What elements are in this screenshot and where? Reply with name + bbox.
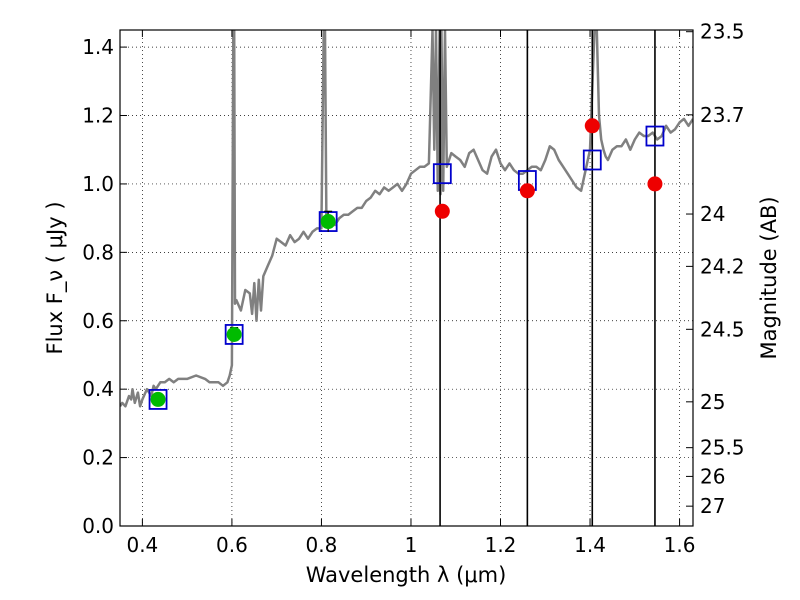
- magnitude-tick-label: 25.5: [700, 436, 745, 460]
- y-tick-label: 1.4: [82, 35, 114, 59]
- magnitude-tick-label: 26: [700, 464, 725, 488]
- magnitude-axis-label: Magnitude (AB): [757, 196, 781, 359]
- y-tick-label: 0.4: [82, 377, 114, 401]
- spectrum-line: [120, 30, 693, 408]
- observed-point-green: [150, 391, 166, 407]
- observed-point-green: [226, 326, 242, 342]
- y-tick-label: 1.2: [82, 104, 114, 128]
- magnitude-tick-label: 24.2: [700, 254, 745, 278]
- magnitude-tick-label: 24: [700, 202, 725, 226]
- x-axis-label: Wavelength λ (μm): [306, 563, 507, 587]
- y-axis-label: Flux F_ν ( μJy ): [43, 201, 68, 354]
- plot-frame: [119, 29, 694, 527]
- x-axis-ticks: 0.4 0.6 0.8 1 1.2 1.4 1.6: [126, 30, 695, 557]
- model-square-point: [582, 149, 602, 171]
- y-tick-label: 0.8: [82, 240, 114, 264]
- magnitude-tick-label: 23.7: [700, 103, 745, 127]
- vertical-markers: [439, 30, 656, 526]
- y-axis-ticks: 0.0 0.2 0.4 0.6 0.8 1.0 1.2 1.4: [82, 35, 127, 538]
- y-tick-label: 0.2: [82, 446, 114, 470]
- magnitude-axis-ticks: 23.5 23.7 24 24.2 24.5 25 25.5 26 27: [686, 20, 745, 518]
- observed-point-red: [584, 118, 600, 134]
- x-tick-label: 1.4: [574, 533, 606, 557]
- magnitude-tick-label: 23.5: [700, 20, 745, 44]
- model-spectrum: [120, 30, 693, 408]
- model-square-point: [645, 125, 665, 147]
- x-tick-label: 0.6: [216, 533, 248, 557]
- x-tick-label: 0.8: [306, 533, 338, 557]
- magnitude-tick-label: 27: [700, 494, 725, 518]
- magnitude-tick-label: 25: [700, 390, 725, 414]
- y-tick-label: 1.0: [82, 172, 114, 196]
- x-tick-label: 1: [405, 533, 418, 557]
- model-square-point: [224, 324, 244, 345]
- x-tick-label: 1.2: [485, 533, 517, 557]
- model-square-point: [148, 389, 168, 410]
- y-tick-label: 0.0: [82, 514, 114, 538]
- observed-point-red: [519, 183, 535, 199]
- photometry-points: [148, 118, 665, 410]
- magnitude-tick-label: 24.5: [700, 317, 745, 341]
- y-tick-label: 0.6: [82, 309, 114, 333]
- x-tick-label: 0.4: [126, 533, 158, 557]
- observed-point-green: [320, 214, 336, 230]
- x-tick-label: 1.6: [664, 533, 696, 557]
- observed-point-red: [647, 176, 663, 192]
- observed-point-red: [434, 203, 450, 219]
- grid-lines: [120, 30, 693, 527]
- model-square-point: [432, 163, 452, 185]
